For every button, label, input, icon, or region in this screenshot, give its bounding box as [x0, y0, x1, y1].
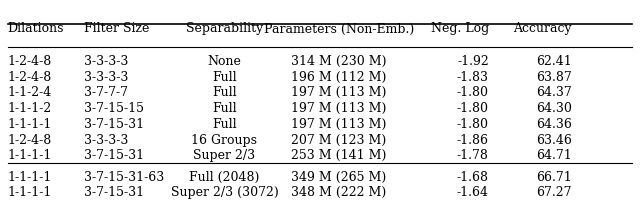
Text: 3-7-15-31: 3-7-15-31 — [84, 149, 145, 162]
Text: 314 M (230 M): 314 M (230 M) — [291, 55, 387, 68]
Text: Accuracy: Accuracy — [513, 22, 572, 36]
Text: 207 M (123 M): 207 M (123 M) — [291, 134, 387, 146]
Text: 197 M (113 M): 197 M (113 M) — [291, 102, 387, 115]
Text: 64.71: 64.71 — [536, 149, 572, 162]
Text: 1-2-4-8: 1-2-4-8 — [8, 71, 52, 84]
Text: -1.68: -1.68 — [457, 171, 489, 184]
Text: 62.41: 62.41 — [536, 55, 572, 68]
Text: 67.27: 67.27 — [536, 186, 572, 199]
Text: Full: Full — [212, 118, 237, 131]
Text: 1-1-1-1: 1-1-1-1 — [8, 149, 52, 162]
Text: 1-1-2-4: 1-1-2-4 — [8, 86, 52, 99]
Text: -1.80: -1.80 — [457, 86, 489, 99]
Text: Full: Full — [212, 86, 237, 99]
Text: 1-1-1-1: 1-1-1-1 — [8, 118, 52, 131]
Text: -1.64: -1.64 — [457, 186, 489, 199]
Text: 64.37: 64.37 — [536, 86, 572, 99]
Text: Full (2048): Full (2048) — [189, 171, 260, 184]
Text: Full: Full — [212, 71, 237, 84]
Text: 16 Groups: 16 Groups — [191, 134, 257, 146]
Text: 63.46: 63.46 — [536, 134, 572, 146]
Text: 1-1-1-1: 1-1-1-1 — [8, 171, 52, 184]
Text: 348 M (222 M): 348 M (222 M) — [291, 186, 387, 199]
Text: Filter Size: Filter Size — [84, 22, 150, 36]
Text: 1-1-1-2: 1-1-1-2 — [8, 102, 52, 115]
Text: Super 2/3 (3072): Super 2/3 (3072) — [170, 186, 278, 199]
Text: Dilations: Dilations — [8, 22, 64, 36]
Text: -1.80: -1.80 — [457, 102, 489, 115]
Text: 3-7-15-31: 3-7-15-31 — [84, 118, 145, 131]
Text: Full: Full — [212, 102, 237, 115]
Text: Super 2/3: Super 2/3 — [193, 149, 255, 162]
Text: 3-3-3-3: 3-3-3-3 — [84, 55, 129, 68]
Text: 3-7-7-7: 3-7-7-7 — [84, 86, 128, 99]
Text: -1.80: -1.80 — [457, 118, 489, 131]
Text: 3-7-15-31-63: 3-7-15-31-63 — [84, 171, 164, 184]
Text: Neg. Log: Neg. Log — [431, 22, 489, 36]
Text: 63.87: 63.87 — [536, 71, 572, 84]
Text: Parameters (Non-Emb.): Parameters (Non-Emb.) — [264, 22, 414, 36]
Text: 197 M (113 M): 197 M (113 M) — [291, 86, 387, 99]
Text: 3-7-15-31: 3-7-15-31 — [84, 186, 145, 199]
Text: 3-7-15-15: 3-7-15-15 — [84, 102, 144, 115]
Text: 66.71: 66.71 — [536, 171, 572, 184]
Text: 64.30: 64.30 — [536, 102, 572, 115]
Text: -1.92: -1.92 — [457, 55, 489, 68]
Text: None: None — [207, 55, 241, 68]
Text: 253 M (141 M): 253 M (141 M) — [291, 149, 387, 162]
Text: -1.83: -1.83 — [457, 71, 489, 84]
Text: 197 M (113 M): 197 M (113 M) — [291, 118, 387, 131]
Text: -1.86: -1.86 — [457, 134, 489, 146]
Text: -1.78: -1.78 — [457, 149, 489, 162]
Text: 196 M (112 M): 196 M (112 M) — [291, 71, 387, 84]
Text: 1-2-4-8: 1-2-4-8 — [8, 134, 52, 146]
Text: 64.36: 64.36 — [536, 118, 572, 131]
Text: 1-1-1-1: 1-1-1-1 — [8, 186, 52, 199]
Text: Separability: Separability — [186, 22, 263, 36]
Text: 1-2-4-8: 1-2-4-8 — [8, 55, 52, 68]
Text: 3-3-3-3: 3-3-3-3 — [84, 134, 129, 146]
Text: 349 M (265 M): 349 M (265 M) — [291, 171, 387, 184]
Text: 3-3-3-3: 3-3-3-3 — [84, 71, 129, 84]
